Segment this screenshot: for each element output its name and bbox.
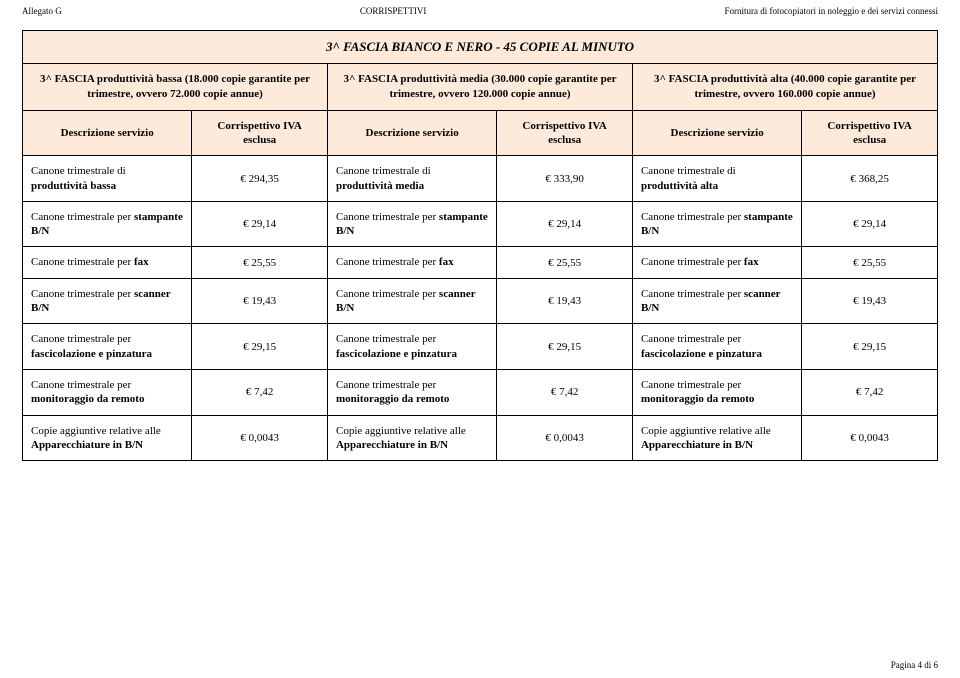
service-description: Canone trimestrale per scanner B/N xyxy=(23,278,192,324)
subheader-desc: Descrizione servizio xyxy=(632,110,801,156)
service-price: € 19,43 xyxy=(802,278,938,324)
service-price: € 29,15 xyxy=(802,324,938,370)
service-price: € 29,14 xyxy=(497,201,633,247)
tier-header-bassa: 3^ FASCIA produttività bassa (18.000 cop… xyxy=(23,64,328,111)
service-description: Canone trimestrale di produttività media xyxy=(327,156,496,202)
table-row: Canone trimestrale per stampante B/N€ 29… xyxy=(23,201,938,247)
service-price: € 29,14 xyxy=(192,201,328,247)
tier-header-alta: 3^ FASCIA produttività alta (40.000 copi… xyxy=(632,64,937,111)
service-description: Copie aggiuntive relative alle Apparecch… xyxy=(327,415,496,461)
header-center: CORRISPETTIVI xyxy=(360,6,427,16)
table-row: Canone trimestrale di produttività bassa… xyxy=(23,156,938,202)
service-price: € 333,90 xyxy=(497,156,633,202)
table-row: Canone trimestrale per scanner B/N€ 19,4… xyxy=(23,278,938,324)
service-description: Canone trimestrale per stampante B/N xyxy=(327,201,496,247)
service-price: € 368,25 xyxy=(802,156,938,202)
subheader-val: Corrispettivo IVA esclusa xyxy=(192,110,328,156)
service-description: Canone trimestrale per monitoraggio da r… xyxy=(23,369,192,415)
service-price: € 7,42 xyxy=(192,369,328,415)
service-description: Canone trimestrale per fascicolazione e … xyxy=(632,324,801,370)
service-price: € 0,0043 xyxy=(802,415,938,461)
service-price: € 7,42 xyxy=(802,369,938,415)
tier-header-media: 3^ FASCIA produttività media (30.000 cop… xyxy=(327,64,632,111)
service-description: Copie aggiuntive relative alle Apparecch… xyxy=(23,415,192,461)
table-row: Copie aggiuntive relative alle Apparecch… xyxy=(23,415,938,461)
service-price: € 0,0043 xyxy=(192,415,328,461)
service-description: Canone trimestrale di produttività bassa xyxy=(23,156,192,202)
table-title: 3^ FASCIA BIANCO E NERO - 45 COPIE AL MI… xyxy=(23,31,938,64)
service-description: Copie aggiuntive relative alle Apparecch… xyxy=(632,415,801,461)
service-price: € 0,0043 xyxy=(497,415,633,461)
service-description: Canone trimestrale per monitoraggio da r… xyxy=(632,369,801,415)
table-row: Canone trimestrale per fascicolazione e … xyxy=(23,324,938,370)
service-description: Canone trimestrale per monitoraggio da r… xyxy=(327,369,496,415)
service-price: € 25,55 xyxy=(802,247,938,278)
service-price: € 29,15 xyxy=(192,324,328,370)
service-description: Canone trimestrale per fascicolazione e … xyxy=(23,324,192,370)
service-description: Canone trimestrale per scanner B/N xyxy=(632,278,801,324)
service-price: € 29,14 xyxy=(802,201,938,247)
service-price: € 7,42 xyxy=(497,369,633,415)
table-row: Canone trimestrale per fax€ 25,55Canone … xyxy=(23,247,938,278)
subheader-val: Corrispettivo IVA esclusa xyxy=(802,110,938,156)
service-price: € 19,43 xyxy=(497,278,633,324)
service-description: Canone trimestrale per fax xyxy=(23,247,192,278)
page-header: Allegato G CORRISPETTIVI Fornitura di fo… xyxy=(22,6,938,16)
service-description: Canone trimestrale per stampante B/N xyxy=(632,201,801,247)
service-price: € 25,55 xyxy=(192,247,328,278)
service-price: € 29,15 xyxy=(497,324,633,370)
service-description: Canone trimestrale per scanner B/N xyxy=(327,278,496,324)
subheader-desc: Descrizione servizio xyxy=(327,110,496,156)
service-description: Canone trimestrale per fascicolazione e … xyxy=(327,324,496,370)
service-price: € 25,55 xyxy=(497,247,633,278)
header-left: Allegato G xyxy=(22,6,62,16)
subheader-val: Corrispettivo IVA esclusa xyxy=(497,110,633,156)
service-description: Canone trimestrale di produttività alta xyxy=(632,156,801,202)
service-description: Canone trimestrale per fax xyxy=(632,247,801,278)
service-price: € 19,43 xyxy=(192,278,328,324)
pricing-table: 3^ FASCIA BIANCO E NERO - 45 COPIE AL MI… xyxy=(22,30,938,461)
service-description: Canone trimestrale per stampante B/N xyxy=(23,201,192,247)
page-footer: Pagina 4 di 6 xyxy=(891,660,938,670)
table-row: Canone trimestrale per monitoraggio da r… xyxy=(23,369,938,415)
service-price: € 294,35 xyxy=(192,156,328,202)
service-description: Canone trimestrale per fax xyxy=(327,247,496,278)
header-right: Fornitura di fotocopiatori in noleggio e… xyxy=(725,6,938,16)
subheader-desc: Descrizione servizio xyxy=(23,110,192,156)
